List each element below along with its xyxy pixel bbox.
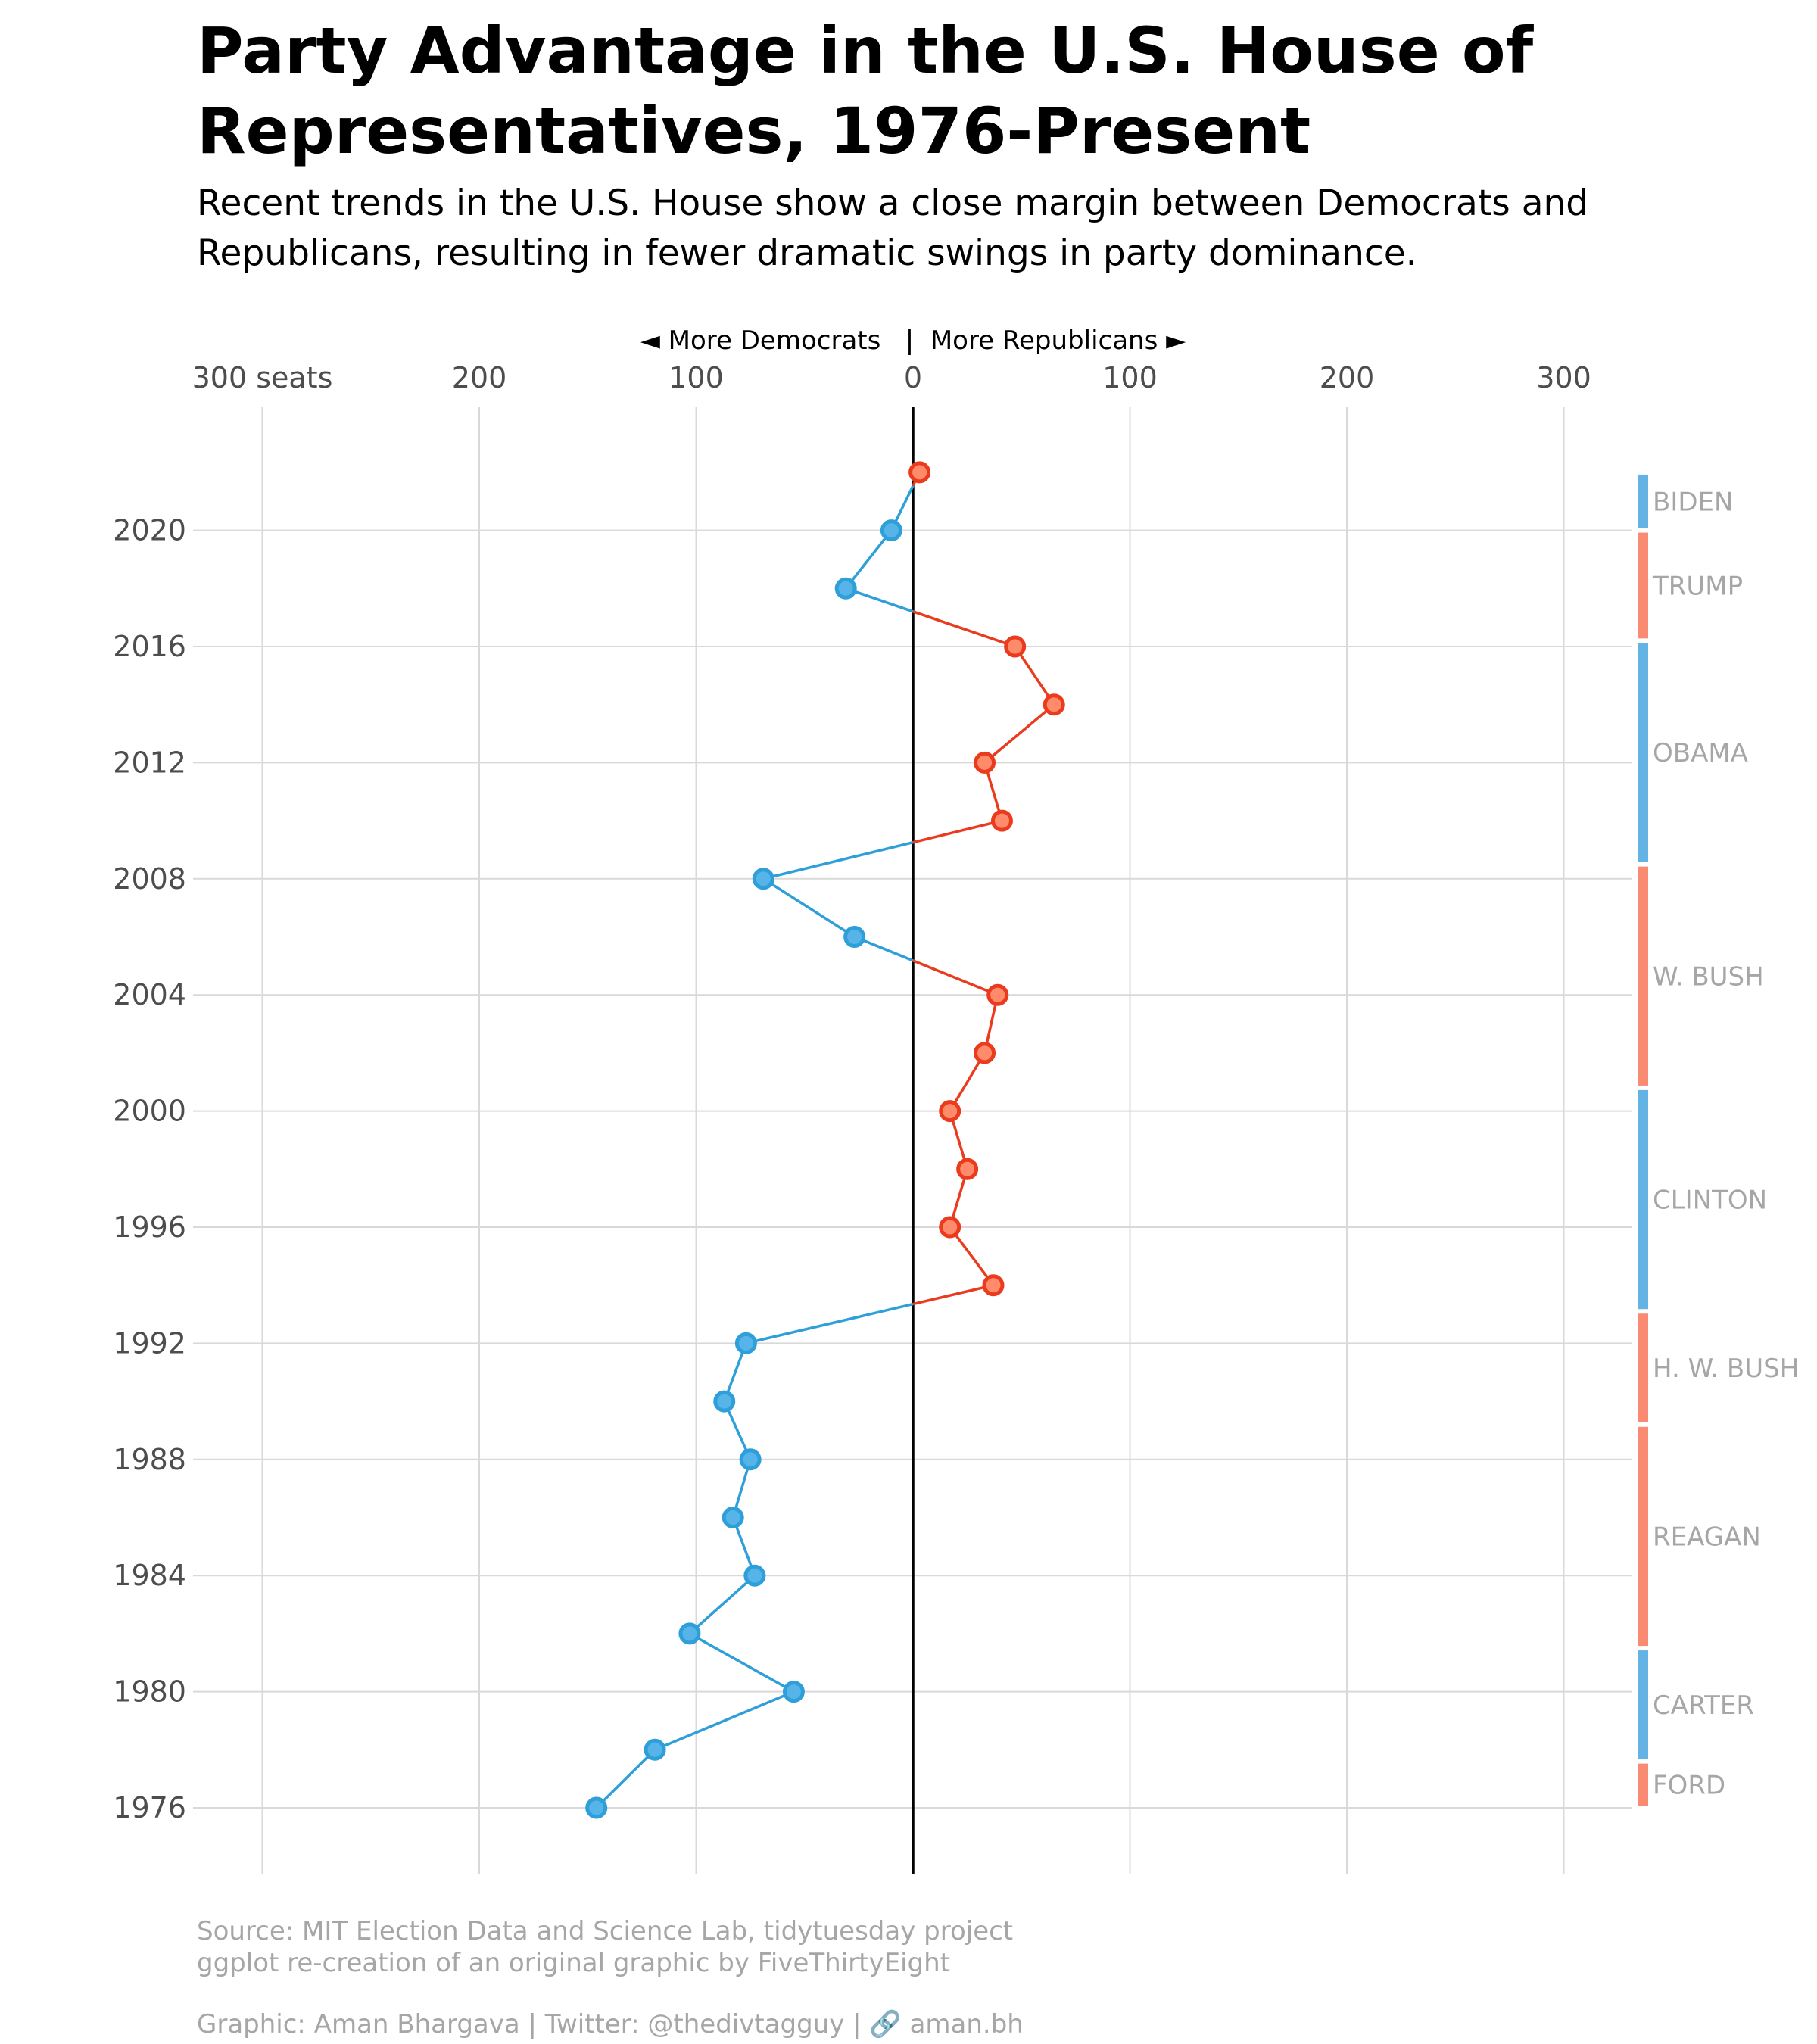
president-bar: [1638, 532, 1648, 639]
line-segment: [654, 1690, 795, 1751]
chart-title: Party Advantage in the U.S. House of Rep…: [197, 14, 1534, 168]
data-points: [585, 461, 1065, 1819]
y-tick-label: 2004: [113, 978, 186, 1011]
direction-label: ◄ More Democrats | More Republicans ►: [640, 326, 1186, 356]
x-tick-label: 200: [452, 361, 507, 394]
president-bar: [1638, 1763, 1648, 1806]
y-tick-label: 1984: [113, 1559, 186, 1592]
line-segment: [762, 840, 914, 880]
line-segment: [949, 1226, 995, 1286]
rep-point: [1043, 693, 1065, 716]
y-tick-label: 2016: [113, 630, 186, 663]
line-segment: [762, 877, 856, 938]
president-label: OBAMA: [1653, 738, 1748, 768]
line-segment: [983, 703, 1055, 764]
line-segment: [912, 610, 1016, 648]
president-label: CARTER: [1653, 1690, 1754, 1721]
y-tick-label: 1976: [113, 1791, 186, 1824]
president-bars: BIDEN TRUMP OBAMA W. BUSH CLINTON H. W. BUSH R…: [1638, 474, 1799, 1806]
dem-point: [752, 868, 774, 890]
y-tick-label: 2000: [113, 1095, 186, 1128]
x-tick-label: 300: [1536, 361, 1591, 394]
rep-point: [986, 983, 1009, 1006]
credit-line: Graphic: Aman Bhargava | Twitter: @thedi…: [197, 2009, 1024, 2039]
president-bar: [1638, 1426, 1648, 1647]
rep-point: [974, 751, 996, 774]
line-segment: [845, 587, 914, 613]
x-tick-label: 100: [1102, 361, 1158, 394]
dem-point: [734, 1332, 757, 1354]
y-tick-label: 2020: [113, 514, 186, 547]
axes: 300 seats 200 100 0 100 200 300 1976 1980 1984 198…: [113, 361, 1591, 1874]
x-tick-label: 0: [904, 361, 922, 394]
x-tick-label: 100: [669, 361, 724, 394]
line-segment: [949, 1052, 986, 1112]
president-bar: [1638, 474, 1648, 528]
y-tick-label: 1980: [113, 1675, 186, 1709]
rep-point: [939, 1100, 961, 1123]
rep-point: [956, 1158, 979, 1180]
line-segment: [912, 1283, 994, 1306]
dem-point: [678, 1622, 701, 1645]
rep-point: [990, 809, 1013, 832]
rep-point: [974, 1042, 996, 1064]
advantage-line: [595, 472, 1055, 1809]
dem-point: [644, 1738, 666, 1761]
line-segment: [912, 959, 999, 996]
dem-point: [713, 1390, 736, 1413]
y-tick-label: 1988: [113, 1443, 186, 1476]
line-segment: [745, 1302, 914, 1345]
y-tick-label: 1996: [113, 1211, 186, 1244]
rep-point: [1004, 635, 1027, 658]
dem-point: [834, 577, 857, 600]
x-tick-label: 200: [1320, 361, 1375, 394]
dem-point: [743, 1564, 766, 1587]
dem-point: [585, 1796, 608, 1819]
president-label: FORD: [1653, 1770, 1725, 1800]
president-label: BIDEN: [1653, 487, 1733, 517]
y-tick-label: 1992: [113, 1326, 186, 1360]
line-segment: [595, 1749, 656, 1809]
line-segment: [689, 1632, 795, 1693]
dem-point: [722, 1507, 744, 1528]
recreation-note: ggplot re-creation of an original graphi…: [197, 1948, 950, 1978]
source-line: Source: MIT Election Data and Science La…: [197, 1916, 1014, 1946]
president-bar: [1638, 1313, 1648, 1422]
y-tick-label: 2012: [113, 746, 186, 779]
dem-point: [843, 926, 866, 948]
president-bar: [1638, 866, 1648, 1086]
president-label: TRUMP: [1652, 571, 1743, 601]
dem-point: [880, 519, 902, 542]
x-tick-label: 300 seats: [192, 361, 333, 394]
dem-point: [739, 1448, 762, 1471]
chart-subtitle: Recent trends in the U.S. House show a c…: [197, 182, 1589, 274]
president-label: REAGAN: [1653, 1522, 1761, 1552]
rep-point: [982, 1274, 1005, 1297]
line-segment: [844, 529, 893, 590]
rep-point: [908, 461, 931, 484]
source-note: Source: MIT Election Data and Science La…: [197, 1915, 1013, 1979]
president-bar: [1638, 643, 1648, 862]
line-segment: [1014, 646, 1055, 706]
dem-point: [782, 1681, 805, 1703]
line-segment: [912, 819, 1002, 844]
president-bar: [1638, 1650, 1648, 1759]
y-tick-label: 2008: [113, 862, 186, 896]
president-bar: [1638, 1089, 1648, 1310]
rep-point: [939, 1216, 961, 1239]
president-label: CLINTON: [1653, 1186, 1767, 1216]
president-label: W. BUSH: [1653, 961, 1764, 992]
president-label: H. W. BUSH: [1653, 1354, 1799, 1384]
line-segment: [688, 1574, 756, 1635]
